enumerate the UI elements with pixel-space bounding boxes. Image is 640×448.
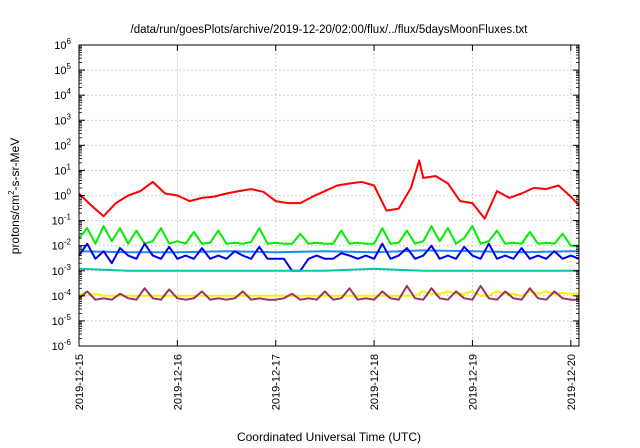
series-line-7 xyxy=(78,284,579,301)
y-tick-label: 10-3 xyxy=(52,263,72,278)
y-axis-title-superscript: 2 xyxy=(7,190,16,195)
y-axis-title-main: protons/cm xyxy=(8,195,22,254)
series-line-5 xyxy=(78,267,579,272)
y-tick-label: 10-6 xyxy=(52,338,72,353)
y-axis-title-rest: -s-sr-MeV xyxy=(8,138,22,191)
chart-title: /data/run/goesPlots/archive/2019-12-20/0… xyxy=(131,24,529,36)
x-tick-label: 2019-12-19 xyxy=(467,354,479,410)
y-tick-label: 106 xyxy=(54,37,71,52)
y-axis-ticks: 10-6 10-5 10-4 10-3 10-2 10-1 100 101 102 103 104 1… xyxy=(52,37,579,353)
series-line-3 xyxy=(78,249,579,254)
y-tick-label: 100 xyxy=(54,188,71,203)
x-tick-label: 2019-12-18 xyxy=(369,354,381,410)
y-tick-label: 10-1 xyxy=(52,213,72,228)
series-lines xyxy=(78,159,580,301)
x-tick-label: 2019-12-15 xyxy=(74,354,86,410)
x-tick-label: 2019-12-16 xyxy=(172,354,184,410)
y-tick-label: 105 xyxy=(54,62,71,77)
x-tick-label: 2019-12-17 xyxy=(271,354,283,410)
y-tick-label: 101 xyxy=(54,162,71,177)
series-line-2 xyxy=(78,225,579,247)
y-tick-label: 103 xyxy=(54,112,71,127)
x-tick-label: 2019-12-20 xyxy=(566,354,578,410)
y-tick-label: 10-4 xyxy=(52,288,72,303)
x-axis-ticks: 2019-12-15 2019-12-16 2019-12-17 2019-12-18… xyxy=(74,45,578,410)
y-tick-label: 104 xyxy=(54,87,71,102)
series-line-4 xyxy=(78,242,580,272)
y-tick-label: 10-2 xyxy=(52,238,72,253)
series-line-1 xyxy=(78,159,580,220)
y-tick-label: 10-5 xyxy=(52,313,72,328)
y-tick-label: 102 xyxy=(54,137,71,152)
y-axis-title: protons/cm2-s-sr-MeV xyxy=(7,138,22,254)
x-axis-title: Coordinated Universal Time (UTC) xyxy=(237,430,421,444)
